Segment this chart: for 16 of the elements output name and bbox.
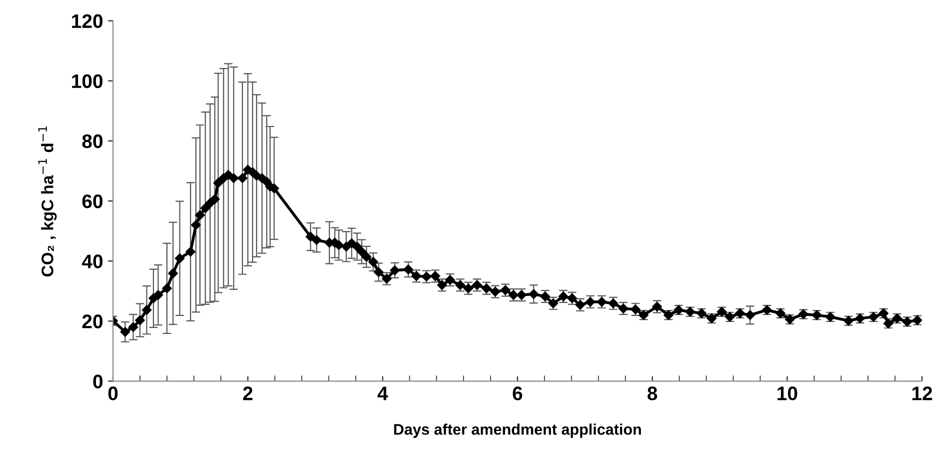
x-tick-label: 4 xyxy=(378,386,388,400)
y-tick-label: 120 xyxy=(72,14,102,28)
x-tick-label: 6 xyxy=(512,386,522,400)
y-tick-label: 0 xyxy=(93,374,102,388)
x-axis-title: Days after amendment application xyxy=(394,424,641,438)
y-tick-label: 100 xyxy=(72,74,102,88)
x-tick-label: 8 xyxy=(648,386,658,400)
x-tick-label: 10 xyxy=(778,386,798,400)
y-axis-title: CO₂ , kgC ha$^{−1}$ d$^{−1}$ xyxy=(38,126,57,276)
x-tick-label: 0 xyxy=(108,386,118,400)
y-tick-label: 60 xyxy=(82,194,102,208)
y-tick-label: 40 xyxy=(82,254,102,268)
x-tick-label: 12 xyxy=(912,386,932,400)
y-tick-label: 80 xyxy=(82,134,102,148)
x-tick-label: 2 xyxy=(243,386,252,400)
y-tick-label: 20 xyxy=(82,314,102,328)
